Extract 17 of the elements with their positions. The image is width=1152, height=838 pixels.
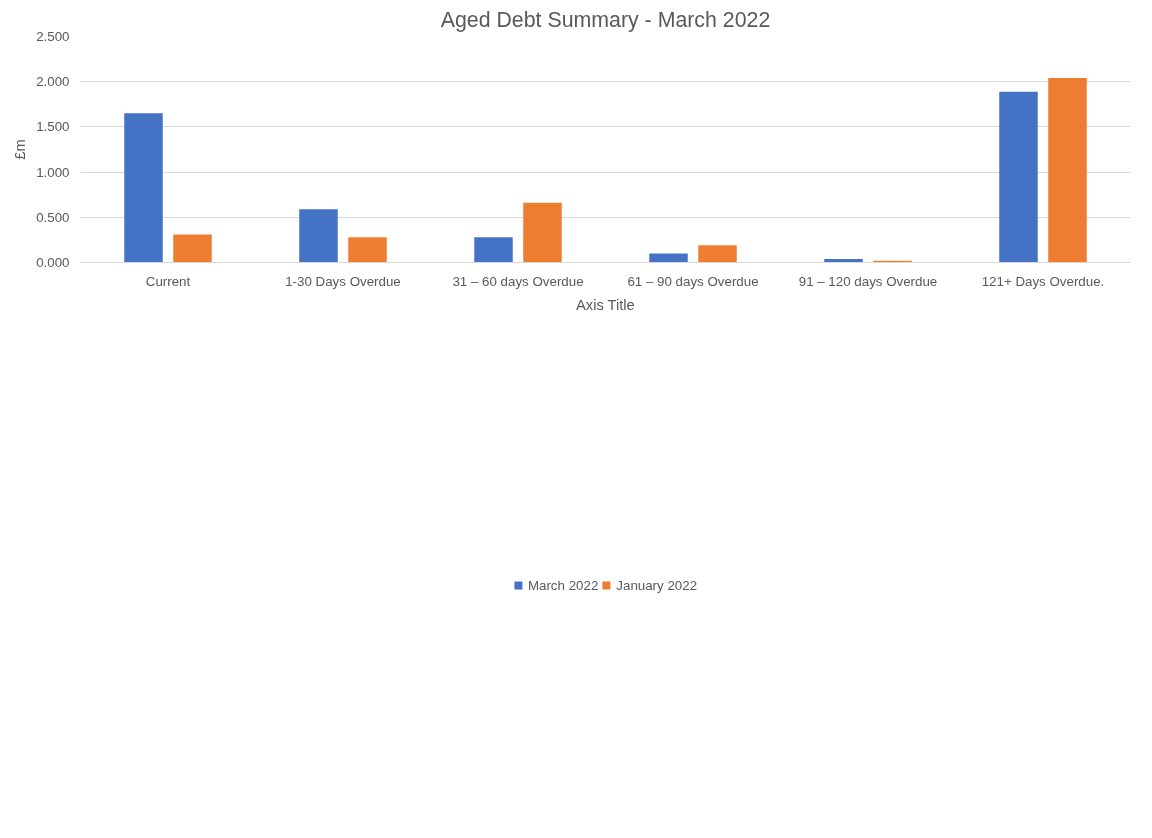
y-tick-label: 0.500 — [36, 209, 70, 225]
y-tick-label: 0.000 — [36, 255, 70, 270]
y-tick-label: 2.000 — [36, 74, 70, 90]
y-tick-label: 1.000 — [36, 164, 70, 180]
y-axis-title: £m — [12, 139, 29, 160]
x-tick-label: 121+ Days Overdue. — [981, 273, 1105, 289]
x-tick-label: 1-30 Days Overdue — [285, 273, 401, 289]
x-tick-label: 31 – 60 days Overdue — [452, 273, 584, 289]
x-axis-title: Axis Title — [576, 296, 635, 313]
y-tick-label: 2.500 — [36, 29, 70, 44]
legend-label: January 2022 — [616, 577, 698, 593]
y-tick-label: 1.500 — [36, 119, 70, 135]
x-tick-label: 91 – 120 days Overdue — [798, 273, 938, 289]
legend-label: March 2022 — [527, 577, 599, 593]
x-tick-label: 61 – 90 days Overdue — [627, 273, 759, 289]
x-tick-label: Current — [145, 273, 191, 289]
chart-title: Aged Debt Summary - March 2022 — [440, 7, 771, 32]
